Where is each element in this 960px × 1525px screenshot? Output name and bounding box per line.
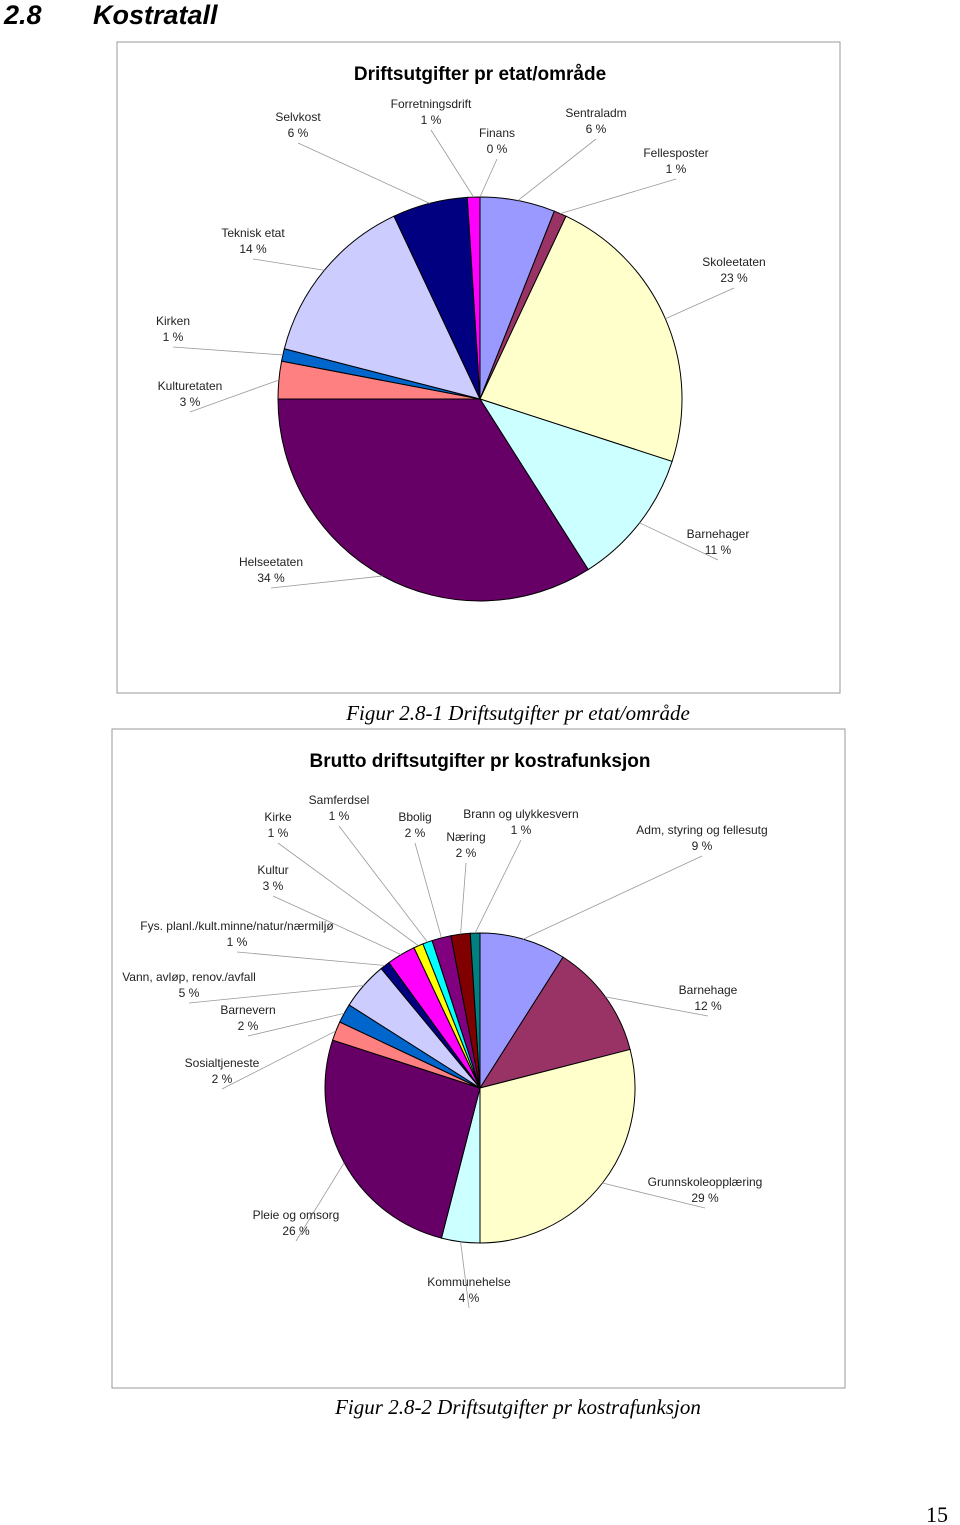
slice-label: Selvkost (275, 110, 321, 124)
slice-label: Skoleetaten (702, 255, 765, 269)
leader-line (474, 839, 522, 934)
slice-label: Helseetaten (239, 555, 303, 569)
slice-label: Forretningsdrift (391, 97, 472, 111)
leader-line (295, 1162, 345, 1242)
slice-value-label: 2 % (212, 1072, 233, 1086)
slice-label: Brann og ulykkesvern (463, 807, 578, 821)
leader-line (247, 1012, 345, 1037)
pie-slice (469, 932, 481, 1089)
leader-line (172, 346, 283, 356)
slice-label: Fys. planl./kult.minne/natur/nærmiljø (140, 919, 334, 933)
slice-label: Pleie og omsorg (253, 1208, 340, 1222)
slice-value-label: 29 % (691, 1191, 719, 1205)
slice-value-label: 1 % (666, 162, 687, 176)
leader-line (189, 379, 280, 413)
slice-label: Kulturetaten (158, 379, 223, 393)
leader-line (665, 287, 735, 320)
slice-label: Kirke (264, 810, 292, 824)
leader-line (605, 996, 709, 1017)
leader-line (252, 258, 325, 271)
slice-label: Bbolig (398, 810, 431, 824)
slice-value-label: 3 % (180, 395, 201, 409)
slice-value-label: 23 % (720, 271, 748, 285)
slice-value-label: 26 % (282, 1224, 310, 1238)
slice-value-label: 6 % (288, 126, 309, 140)
leader-line (560, 178, 677, 214)
slice-value-label: 1 % (329, 809, 350, 823)
slice-value-label: 3 % (263, 879, 284, 893)
leader-line (460, 1241, 470, 1309)
slice-value-label: 5 % (179, 986, 200, 1000)
slice-label: Barnevern (220, 1003, 275, 1017)
slice-value-label: 2 % (238, 1019, 259, 1033)
leader-line (639, 522, 719, 561)
chart-title: Brutto driftsutgifter pr kostrafunksjon (310, 751, 651, 772)
section-number: 2.8 (3, 0, 42, 30)
leader-line (236, 951, 386, 966)
slice-label: Kommunehelse (427, 1275, 511, 1289)
leader-line (517, 138, 597, 201)
slice-value-label: 4 % (459, 1291, 480, 1305)
slice-label: Vann, avløp, renov./avfall (122, 970, 256, 984)
slice-label: Næring (446, 830, 485, 844)
slice-label: Sentraladm (565, 106, 626, 120)
pie-slice (283, 215, 481, 400)
slice-label: Teknisk etat (221, 226, 285, 240)
leader-line (338, 825, 428, 943)
slice-value-label: 2 % (405, 826, 426, 840)
pie-slice (277, 398, 589, 602)
leader-line (460, 862, 467, 935)
pie-slice (478, 956, 631, 1089)
slice-value-label: 11 % (705, 543, 732, 557)
slice-value-label: 1 % (227, 935, 248, 949)
slice-label: Kultur (257, 863, 288, 877)
leader-line (221, 1030, 337, 1090)
slice-value-label: 1 % (268, 826, 289, 840)
leader-line (602, 1182, 706, 1209)
caption: Figur 2.8-1 Driftsutgifter pr etat/områd… (345, 701, 690, 725)
section-title: Kostratall (93, 0, 218, 30)
slice-value-label: 1 % (421, 113, 442, 127)
leader-line (272, 895, 402, 955)
chart-title: Driftsutgifter pr etat/område (354, 64, 606, 85)
slice-value-label: 6 % (586, 122, 607, 136)
slice-label: Grunnskoleopplæring (648, 1175, 763, 1189)
slice-value-label: 1 % (163, 330, 184, 344)
leader-line (414, 842, 442, 938)
slice-label: Samferdsel (309, 793, 370, 807)
leader-line (297, 142, 430, 204)
leader-line (523, 855, 703, 940)
leader-line (188, 985, 364, 1004)
slice-label: Adm, styring og fellesutg (636, 823, 767, 837)
page-number: 15 (926, 1502, 948, 1525)
slice-value-label: 34 % (257, 571, 285, 585)
pie-slice (478, 398, 673, 571)
leader-line (277, 842, 419, 947)
slice-label: Kirken (156, 314, 190, 328)
slice-value-label: 12 % (694, 999, 722, 1013)
leader-line (270, 575, 383, 589)
slice-value-label: 0 % (487, 142, 508, 156)
slice-value-label: 9 % (692, 839, 713, 853)
slice-label: Sosialtjeneste (185, 1056, 260, 1070)
leader-line (479, 158, 498, 198)
caption: Figur 2.8-2 Driftsutgifter pr kostrafunk… (334, 1395, 701, 1419)
leader-line (430, 129, 474, 198)
slice-value-label: 14 % (239, 242, 267, 256)
slice-label: Fellesposter (643, 146, 708, 160)
slice-value-label: 2 % (456, 846, 477, 860)
pie-slice (479, 932, 564, 1090)
slice-label: Finans (479, 126, 515, 140)
slice-value-label: 1 % (511, 823, 532, 837)
slice-label: Barnehage (679, 983, 738, 997)
slice-label: Barnehager (687, 527, 750, 541)
pie-slice (479, 215, 683, 463)
pie-slice (324, 1039, 481, 1239)
